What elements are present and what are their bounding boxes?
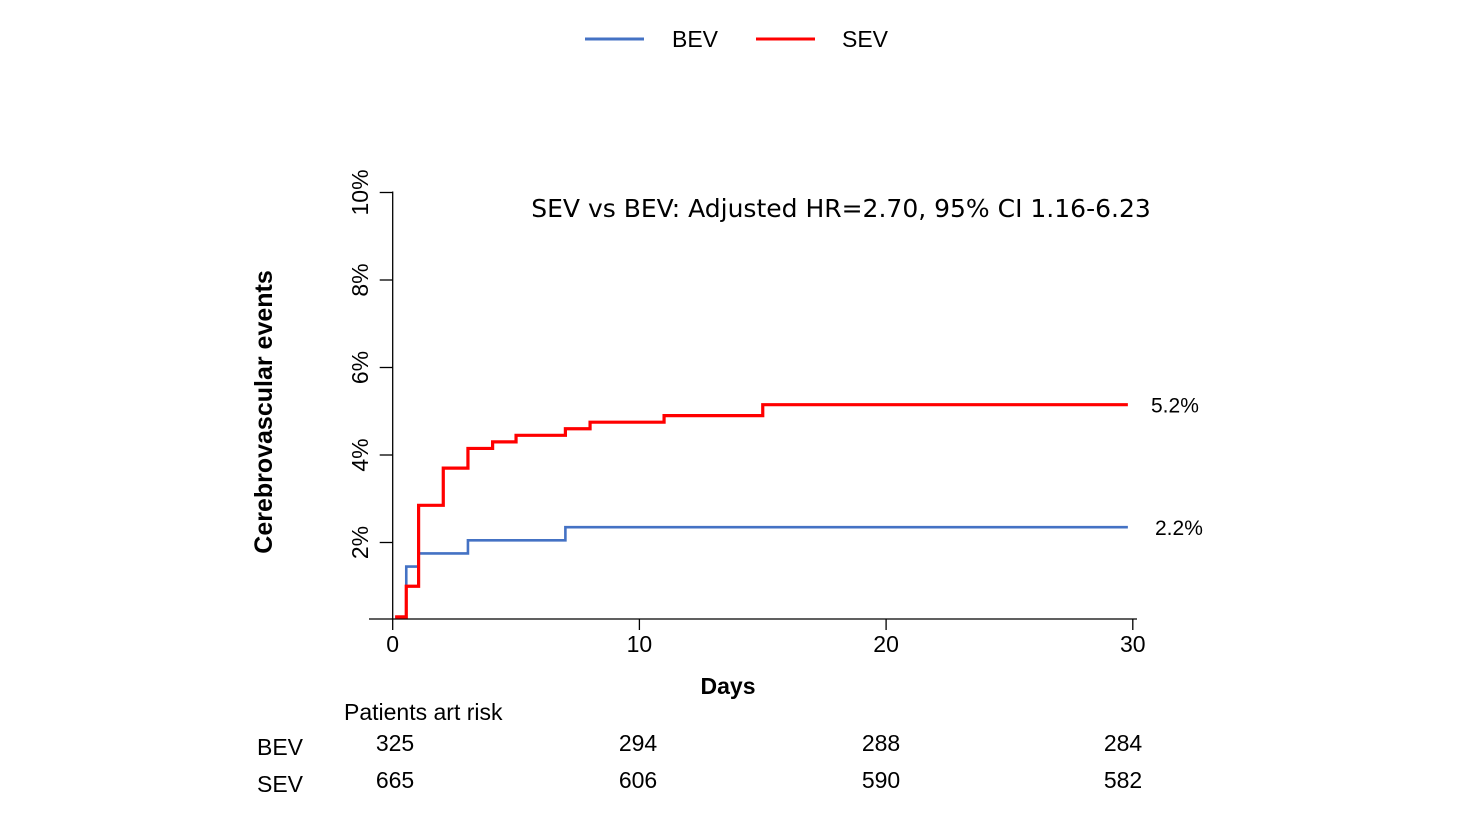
risk-cell: 288 — [862, 730, 900, 756]
y-tick-label: 6% — [347, 351, 373, 384]
risk-row-label-bev: BEV — [257, 734, 304, 760]
risk-cell: 294 — [619, 730, 658, 756]
y-tick-label: 8% — [347, 263, 373, 296]
risk-cell: 665 — [376, 767, 414, 793]
risk-cell: 325 — [376, 730, 414, 756]
x-axis-label: Days — [701, 673, 756, 699]
y-tick-label: 10% — [347, 169, 373, 215]
legend: BEV SEV — [585, 26, 889, 52]
km-curve-sev — [395, 403, 1128, 619]
y-axis-label: Cerebrovascular events — [250, 270, 278, 553]
x-tick-label: 30 — [1120, 631, 1146, 657]
risk-cell: 606 — [619, 767, 657, 793]
risk-cell: 590 — [862, 767, 900, 793]
legend-label-sev: SEV — [842, 26, 889, 52]
hr-annotation: SEV vs BEV: Adjusted HR=2.70, 95% CI 1.1… — [531, 194, 1151, 223]
x-tick-label: 10 — [627, 631, 653, 657]
risk-cell: 582 — [1104, 767, 1142, 793]
risk-cell: 284 — [1104, 730, 1143, 756]
x-tick-label: 0 — [386, 631, 399, 657]
risk-row-label-sev: SEV — [257, 771, 304, 797]
y-tick-label: 2% — [347, 526, 373, 559]
km-curve-bev — [395, 525, 1128, 619]
risk-table-title: Patients art risk — [344, 699, 503, 725]
legend-label-bev: BEV — [672, 26, 719, 52]
end-label-sev: 5.2% — [1151, 395, 1199, 418]
x-tick-label: 20 — [873, 631, 899, 657]
end-label-bev: 2.2% — [1155, 517, 1203, 540]
y-tick-label: 4% — [347, 438, 373, 471]
